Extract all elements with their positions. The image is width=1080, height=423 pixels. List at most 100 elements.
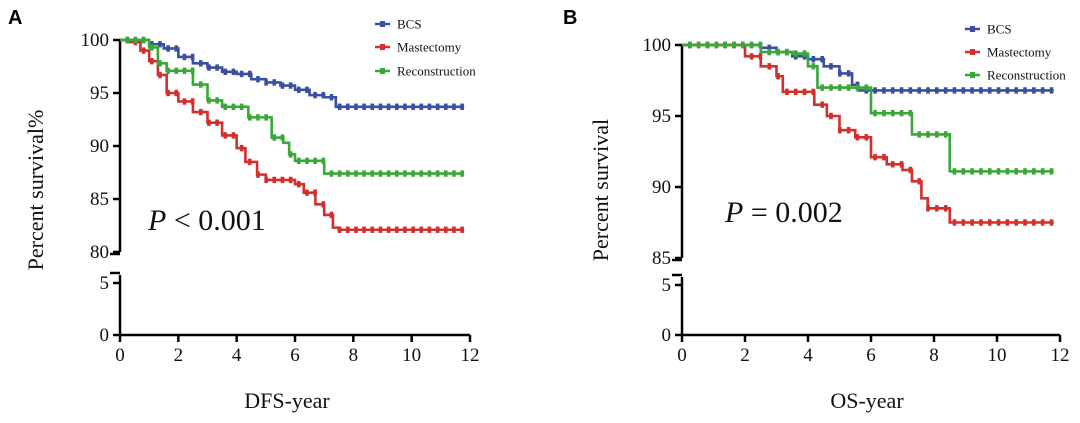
- censor-mark: [908, 109, 913, 117]
- censor-mark: [705, 41, 710, 49]
- censor-mark: [182, 98, 187, 105]
- censor-mark: [829, 63, 833, 70]
- censor-mark: [926, 131, 930, 138]
- x-tick-label: 8: [349, 345, 359, 366]
- censor-mark: [403, 226, 407, 233]
- legend-label: Reconstruction: [987, 68, 1066, 83]
- censor-mark: [345, 170, 350, 177]
- censor-mark: [394, 170, 399, 177]
- censor-mark: [337, 226, 342, 233]
- censor-mark: [207, 97, 211, 104]
- censor-mark: [443, 170, 448, 177]
- censor-mark: [864, 84, 869, 91]
- censor-mark: [829, 84, 833, 91]
- legend-label: BCS: [987, 22, 1012, 37]
- panel-letter: A: [8, 7, 22, 29]
- censor-mark: [190, 53, 195, 61]
- censor-mark: [846, 84, 851, 91]
- censor-mark: [961, 219, 966, 226]
- y-tick-label: 100: [643, 35, 672, 56]
- censor-mark: [427, 170, 432, 177]
- y-tick-label: 95: [652, 106, 671, 127]
- censor-mark: [811, 63, 816, 70]
- censor-mark: [174, 67, 179, 74]
- chart-panel-a: A 0 2 4 6 8 10 12 0 5 80 85 90 95 100 DFS-year Percent s…: [8, 7, 480, 413]
- censor-mark: [419, 170, 424, 177]
- censor-mark: [979, 87, 983, 94]
- y-tick-label: 100: [81, 30, 110, 51]
- censor-mark: [174, 45, 179, 52]
- censor-mark: [917, 87, 921, 94]
- censor-marks-reconstruction: [688, 41, 1054, 175]
- censor-mark: [917, 178, 921, 185]
- x-tick-label: 2: [740, 345, 750, 366]
- censor-mark: [882, 109, 886, 117]
- y-tick-label: 90: [652, 177, 671, 198]
- censor-mark: [855, 134, 860, 141]
- censor-mark: [345, 103, 350, 110]
- censor-mark: [890, 87, 895, 94]
- censor-mark: [443, 226, 448, 233]
- censor-mark: [386, 226, 391, 233]
- censor-mark: [899, 87, 904, 94]
- censor-mark: [362, 170, 366, 177]
- censor-mark: [802, 88, 807, 96]
- censor-mark: [174, 89, 179, 97]
- censor-mark: [403, 170, 407, 177]
- censor-mark: [296, 180, 301, 188]
- censor-mark: [378, 226, 383, 233]
- censor-mark: [411, 226, 415, 233]
- chart-panel-b: B 0 2 4 6 8 10 12 0 5 85 90 95 100 OS-year Percent surv…: [563, 7, 1070, 413]
- censor-mark: [979, 168, 983, 175]
- censor-mark: [427, 226, 432, 233]
- censor-mark: [239, 70, 244, 78]
- censor-mark: [272, 79, 277, 86]
- censor-mark: [820, 84, 824, 91]
- censor-mark: [802, 50, 807, 57]
- censor-mark: [811, 88, 816, 96]
- censor-mark: [696, 41, 701, 49]
- censor-mark: [460, 170, 464, 177]
- censor-mark: [394, 103, 399, 110]
- censor-mark: [943, 205, 948, 212]
- censor-mark: [231, 68, 236, 75]
- censor-mark: [166, 89, 170, 97]
- censor-mark: [239, 103, 244, 110]
- censor-mark: [207, 119, 211, 126]
- censor-mark: [247, 70, 252, 78]
- censor-mark: [1032, 168, 1036, 175]
- series-line-mastectomy: [682, 43, 1054, 224]
- censor-mark: [838, 70, 842, 77]
- censor-mark: [767, 63, 772, 70]
- censor-mark: [970, 87, 974, 94]
- censor-mark: [256, 171, 260, 178]
- censor-mark: [166, 67, 170, 74]
- x-tick-label: 2: [174, 345, 184, 366]
- censor-mark: [460, 226, 464, 233]
- censor-mark: [272, 176, 277, 184]
- censor-mark: [785, 88, 789, 96]
- censor-mark: [943, 87, 948, 94]
- censor-mark: [370, 170, 375, 177]
- censor-mark: [899, 109, 904, 117]
- censor-mark: [247, 114, 252, 121]
- y-tick-label: 80: [90, 242, 109, 263]
- censor-mark: [190, 67, 195, 74]
- censor-mark: [740, 41, 745, 49]
- censor-mark: [943, 131, 948, 138]
- censor-mark: [280, 82, 285, 89]
- censor-marks-mastectomy: [125, 36, 464, 233]
- y-tick-label: 95: [90, 83, 109, 104]
- censor-mark: [452, 226, 456, 233]
- censor-mark: [873, 87, 877, 94]
- legend-marker: [970, 49, 975, 55]
- censor-mark: [394, 226, 399, 233]
- p-value-symbol: P: [147, 204, 166, 237]
- censor-mark: [460, 103, 464, 110]
- censor-mark: [296, 86, 301, 94]
- censor-mark: [961, 87, 966, 94]
- y-tick-label: 90: [90, 136, 109, 157]
- censor-mark: [198, 60, 203, 67]
- censor-mark: [419, 103, 424, 110]
- censor-mark: [280, 176, 285, 184]
